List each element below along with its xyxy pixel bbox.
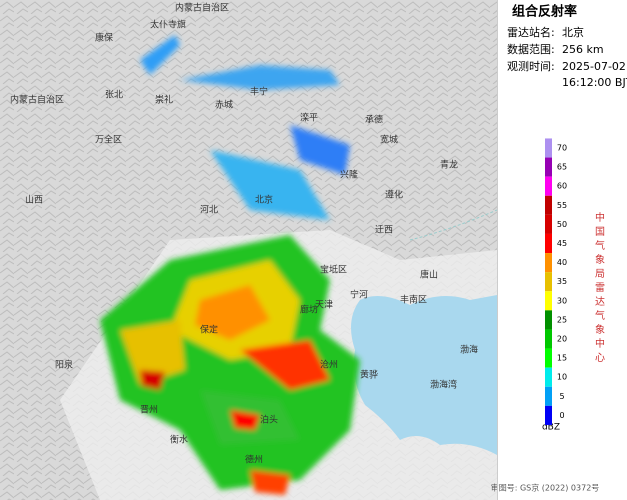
legend-label: 50: [557, 220, 567, 229]
place-label: 青龙: [440, 159, 458, 171]
legend-swatch: [545, 233, 552, 254]
legend-label: 70: [557, 144, 567, 153]
legend-swatch: [545, 157, 552, 177]
place-label: 赤城: [215, 100, 233, 111]
legend-label: 10: [557, 373, 567, 382]
legend-swatch: [545, 214, 552, 234]
place-label: 康保: [95, 32, 113, 44]
credit-char: 气: [595, 239, 605, 252]
place-label: 宽城: [380, 134, 398, 146]
legend-swatch: [545, 195, 552, 215]
place-label: 山西: [25, 195, 43, 206]
legend-label: 30: [557, 296, 567, 305]
legend-label: 65: [557, 163, 567, 172]
legend-swatch: [545, 138, 552, 158]
station-label: 雷达站名:: [507, 25, 555, 39]
range-label: 数据范围:: [507, 42, 555, 56]
echoes: [100, 35, 360, 495]
legend-label: 15: [557, 354, 567, 363]
place-label: 迁西: [375, 225, 393, 236]
credit-char: 中: [595, 211, 605, 224]
credit-char: 雷: [595, 282, 605, 294]
time: 16:12:00 BJT: [562, 76, 627, 89]
place-label: 兴隆: [340, 169, 358, 181]
place-label: 唐山: [420, 269, 438, 281]
place-label: 内蒙古自治区: [10, 94, 64, 106]
credit-char: 国: [595, 226, 605, 238]
place-label: 黄骅: [360, 369, 378, 381]
map-number: 审图号: GS京 (2022) 0372号: [491, 483, 600, 493]
legend-swatch: [545, 405, 552, 425]
place-label: 河北: [200, 204, 218, 216]
legend-swatch: [545, 310, 552, 330]
legend-swatch: [545, 386, 552, 406]
legend-swatch: [545, 272, 552, 292]
legend-swatch: [545, 329, 552, 349]
place-label: 阳泉: [55, 359, 73, 371]
legend-swatch: [545, 291, 552, 311]
title: 组合反射率: [512, 4, 577, 20]
credit-char: 气: [595, 309, 605, 322]
legend-label: 25: [557, 315, 567, 324]
legend-label: 20: [557, 335, 567, 344]
place-label: 崇礼: [155, 94, 173, 106]
place-label: 滦平: [300, 112, 318, 124]
legend-swatch: [545, 253, 552, 273]
place-label: 廊坊: [300, 304, 318, 316]
place-label: 宁河: [350, 289, 368, 301]
place-label: 渤海湾: [430, 379, 457, 391]
credit-char: 达: [595, 296, 605, 308]
place-label: 太仆寺旗: [150, 19, 186, 31]
legend-label: 45: [557, 239, 567, 248]
legend-label: 40: [557, 258, 567, 267]
range: 256 km: [562, 43, 604, 56]
credit-char: 象: [595, 254, 605, 266]
place-label: 丰南区: [400, 294, 427, 306]
legend-label: 60: [557, 182, 567, 191]
date: 2025-07-02: [562, 60, 626, 73]
place-label: 沧州: [320, 359, 338, 371]
place-label: 晋州: [140, 405, 158, 416]
credit-char: 中: [595, 337, 605, 350]
place-label: 遵化: [385, 189, 403, 201]
place-label: 天津: [315, 300, 333, 311]
place-label: 衡水: [170, 434, 188, 446]
legend-swatch: [545, 348, 552, 368]
place-label: 万全区: [95, 134, 122, 146]
place-label: 保定: [200, 324, 218, 336]
sea: [351, 295, 497, 455]
legend-label: 35: [557, 277, 567, 286]
place-label: 宝坻区: [320, 264, 347, 276]
credit-char: 心: [595, 352, 605, 364]
legend-label: 55: [557, 201, 567, 210]
border: [409, 209, 498, 241]
credit-char: 象: [595, 324, 605, 336]
place-label: 张北: [105, 90, 123, 101]
legend-swatch: [545, 367, 552, 387]
legend-label: 5: [559, 392, 564, 401]
legend-swatch: [545, 176, 552, 196]
place-label: 德州: [245, 454, 263, 466]
time-label: 观测时间:: [507, 60, 555, 73]
place-label: 北京: [255, 194, 273, 206]
place-label: 内蒙古自治区: [175, 2, 229, 14]
place-label: 丰宁: [250, 86, 268, 98]
station: 北京: [562, 25, 584, 39]
credit-char: 局: [595, 268, 605, 280]
place-label: 泊头: [260, 415, 278, 426]
panel-divider: [497, 0, 498, 500]
place-label: 承德: [365, 114, 383, 126]
place-label: 渤海: [460, 344, 478, 356]
legend-unit: dBZ: [542, 423, 560, 433]
legend-label: 0: [559, 411, 564, 420]
